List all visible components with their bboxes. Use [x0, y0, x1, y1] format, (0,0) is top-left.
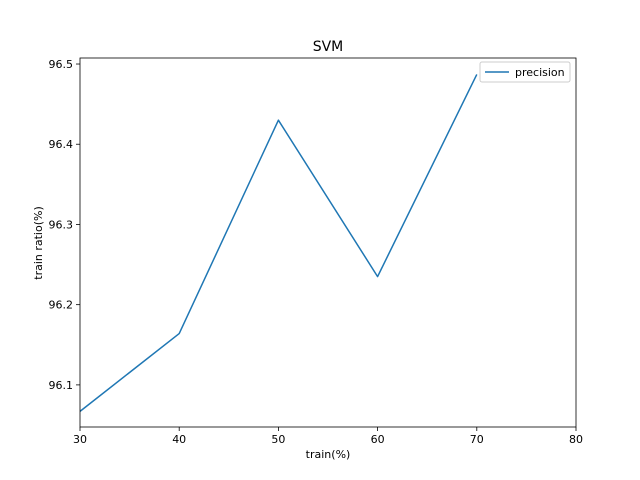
x-tick-label: 60	[371, 433, 385, 446]
y-tick-label: 96.2	[49, 299, 74, 312]
series-line-precision	[80, 74, 478, 412]
x-tick-label: 50	[271, 433, 285, 446]
legend-label: precision	[515, 66, 565, 79]
y-tick-label: 96.1	[49, 379, 74, 392]
x-tick-label: 30	[73, 433, 87, 446]
legend-box	[479, 61, 571, 83]
chart-title: SVM	[313, 39, 344, 55]
x-tick-label: 40	[172, 433, 186, 446]
y-tick-label: 96.4	[49, 138, 74, 151]
y-tick-label: 96.5	[49, 58, 74, 71]
x-tick-label: 80	[569, 433, 583, 446]
x-tick-label: 70	[470, 433, 484, 446]
y-tick-label: 96.3	[49, 218, 74, 231]
plot-area: 30 40 50 60 70 80 96.1 96.2 96.3 96.4 96.5 precisio…	[49, 57, 583, 446]
axes-background	[80, 58, 576, 427]
x-axis-label: train(%)	[306, 448, 351, 461]
axes-frame	[79, 57, 577, 428]
y-axis-label: train ratio(%)	[32, 206, 45, 280]
